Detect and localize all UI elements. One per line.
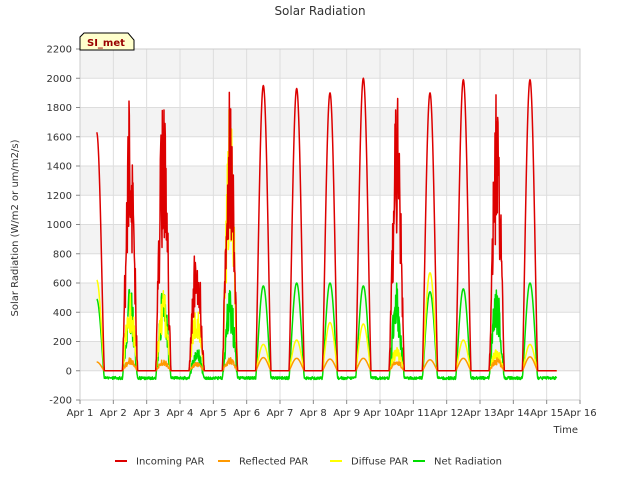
- legend-label: Incoming PAR: [136, 457, 205, 468]
- legend: Incoming PAR Reflected PAR Diffuse PAR Net …: [115, 457, 502, 468]
- y-tick-label: 2200: [47, 45, 72, 56]
- grid-band: [80, 283, 580, 313]
- x-tick-label: Apr 13: [463, 408, 496, 419]
- y-tick-label: 200: [53, 337, 72, 348]
- grid-band: [80, 166, 580, 196]
- y-tick-label: 1800: [47, 103, 72, 114]
- site-label-shape: [79, 32, 135, 51]
- x-tick-label: Apr 6: [233, 408, 260, 419]
- x-tick-label: Apr 16: [563, 408, 596, 419]
- x-tick-label: Apr 9: [333, 408, 360, 419]
- legend-label: Reflected PAR: [239, 457, 308, 468]
- x-tick-label: Apr 5: [200, 408, 227, 419]
- y-tick-label: 1600: [47, 132, 72, 143]
- x-tick-label: Apr 1: [67, 408, 94, 419]
- x-axis: Apr 1 Apr 2 Apr 3 Apr 4 Apr 5 Apr 6 Apr 7 Apr 8…: [67, 400, 597, 419]
- y-tick-label: 800: [53, 249, 72, 260]
- x-axis-label: Time: [553, 425, 578, 436]
- y-tick-label: 1400: [47, 162, 72, 173]
- legend-label: Net Radiation: [434, 457, 502, 468]
- y-tick-label: 1000: [47, 220, 72, 231]
- y-tick-label: 400: [53, 308, 72, 319]
- x-tick-label: Apr 10: [363, 408, 396, 419]
- x-tick-label: Apr 15: [530, 408, 563, 419]
- legend-label: Diffuse PAR: [351, 457, 408, 468]
- x-tick-label: Apr 4: [167, 408, 194, 419]
- x-tick-label: Apr 3: [133, 408, 160, 419]
- chart-title: Solar Radiation: [274, 4, 365, 18]
- x-tick-label: Apr 11: [397, 408, 430, 419]
- y-axis: -200 0 200 400 600 800 1000 1200 1400 1600 1800 200…: [47, 45, 80, 407]
- y-tick-label: 2000: [47, 74, 72, 85]
- y-tick-label: -200: [49, 396, 72, 407]
- series-layer: [95, 77, 558, 381]
- x-tick-label: Apr 2: [100, 408, 127, 419]
- y-tick-label: 600: [53, 279, 72, 290]
- x-tick-label: Apr 12: [430, 408, 463, 419]
- y-tick-label: 1200: [47, 191, 72, 202]
- x-tick-label: Apr 14: [497, 408, 530, 419]
- x-tick-label: Apr 8: [300, 408, 327, 419]
- x-tick-label: Apr 7: [267, 408, 294, 419]
- series-line-net-radiation: [96, 282, 558, 381]
- grid-band: [80, 107, 580, 137]
- grid-band: [80, 224, 580, 254]
- y-axis-label: Solar Radiation (W/m2 or um/m2/s): [10, 139, 21, 316]
- y-tick-label: 0: [66, 366, 72, 377]
- grid-band: [80, 341, 580, 371]
- site-label-box: SI_met: [79, 32, 135, 51]
- series-line-incoming-par: [95, 77, 558, 372]
- site-label: SI_met: [87, 38, 125, 49]
- grid-band: [80, 49, 580, 79]
